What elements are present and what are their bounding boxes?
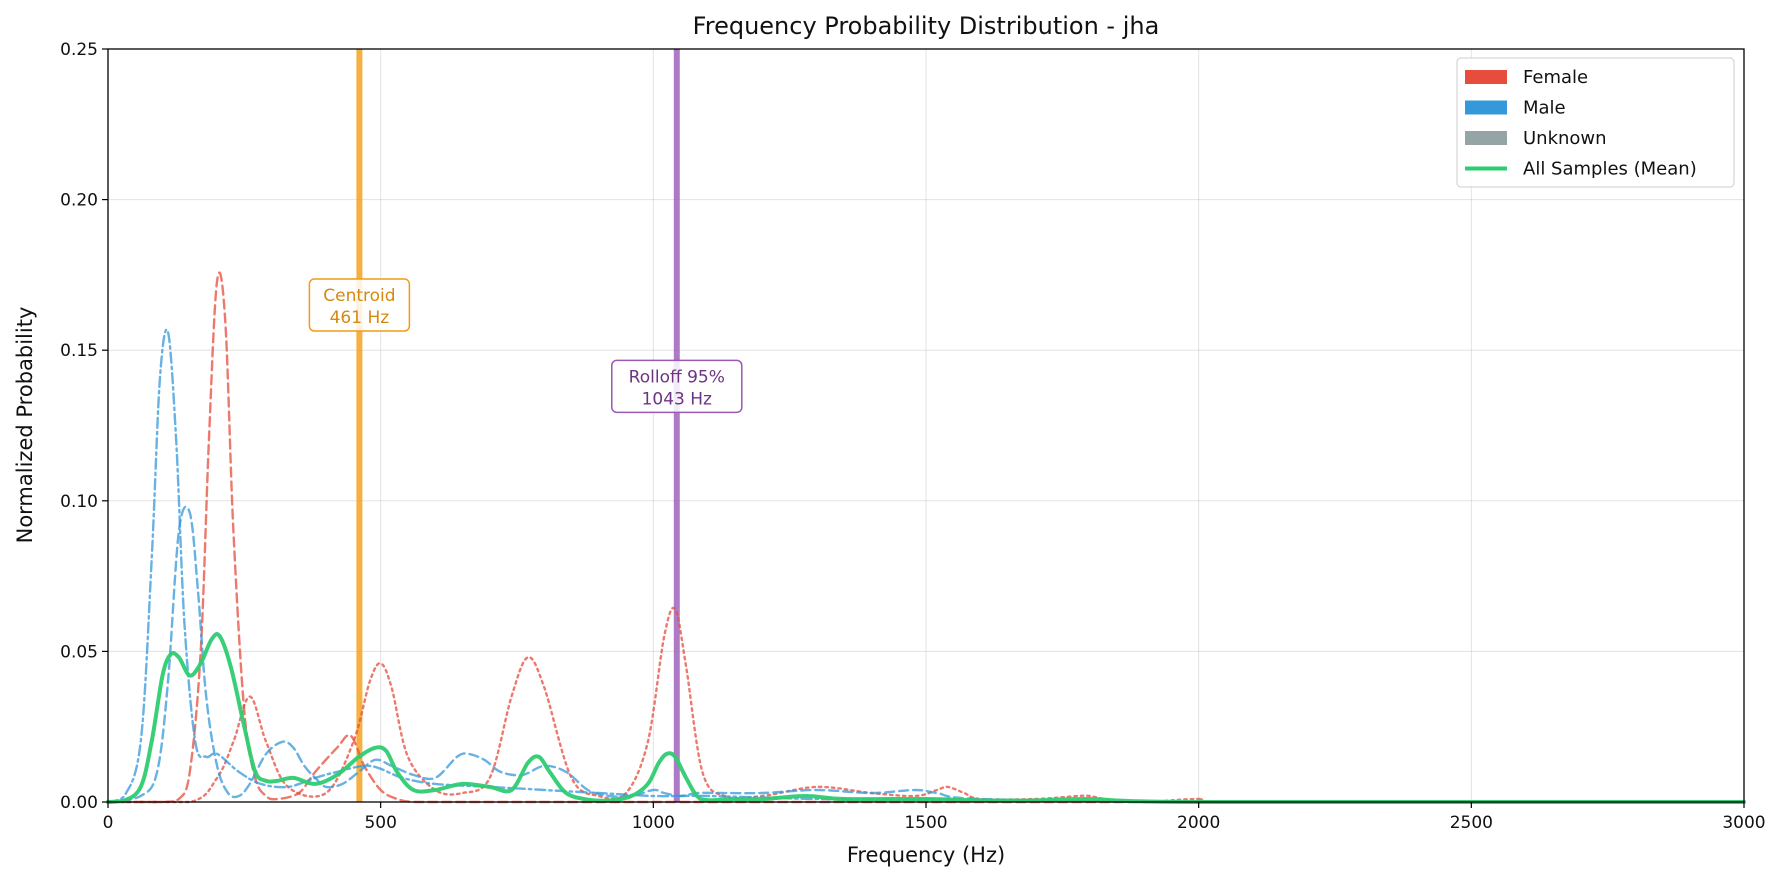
series-line-female <box>106 271 1746 804</box>
reference-label: Centroid <box>323 286 395 306</box>
y-tick-label: 0.25 <box>60 40 98 60</box>
legend-swatch <box>1465 131 1507 145</box>
legend-label: Female <box>1523 67 1588 88</box>
chart-title: Frequency Probability Distribution - jha <box>693 12 1160 40</box>
x-tick-label: 500 <box>364 813 396 833</box>
y-tick-label: 0.20 <box>60 191 98 211</box>
legend-swatch <box>1465 100 1507 115</box>
reference-label-box <box>611 359 743 414</box>
y-axis-label: Normalized Probability <box>13 307 37 544</box>
legend: Female Male Unknown All Samples (Mean) <box>1456 57 1735 188</box>
y-tick-label: 0.00 <box>60 793 98 813</box>
series-line-male <box>106 505 1746 804</box>
series-lines <box>106 271 1746 805</box>
legend-label: Unknown <box>1523 128 1607 149</box>
x-tick-label: 2000 <box>1177 813 1220 833</box>
x-tick-label: 1500 <box>904 813 947 833</box>
x-tick-label: 1000 <box>632 813 675 833</box>
reference-label: Rolloff 95% <box>629 367 725 387</box>
x-tick-label: 0 <box>103 813 114 833</box>
series-line-mean <box>106 632 1746 805</box>
reference-value-label: 461 Hz <box>330 308 390 328</box>
y-tick-label: 0.05 <box>60 642 98 662</box>
legend-label: All Samples (Mean) <box>1523 159 1697 180</box>
x-tick-label: 3000 <box>1722 813 1765 833</box>
legend-label: Male <box>1523 98 1566 119</box>
y-tick-label: 0.15 <box>60 341 98 361</box>
reference-value-label: 1043 Hz <box>642 389 712 409</box>
axis-ticks: 0 500 1000 1500 2000 2500 3000 0.00 0.05 0.10 0.15… <box>60 40 1765 833</box>
reference-label-box <box>308 278 411 332</box>
legend-swatch <box>1465 70 1507 84</box>
y-tick-label: 0.10 <box>60 492 98 512</box>
x-axis-label: Frequency (Hz) <box>847 843 1005 867</box>
legend-box <box>1456 57 1735 188</box>
x-tick-label: 2500 <box>1450 813 1493 833</box>
reference-lines <box>356 49 680 802</box>
